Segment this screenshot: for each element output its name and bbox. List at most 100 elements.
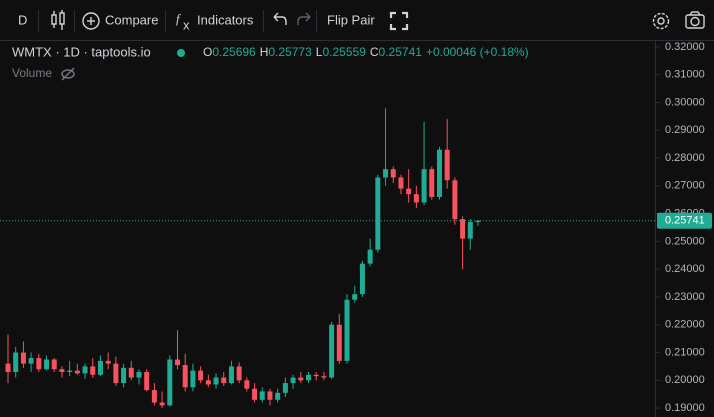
change-value: +0.00046 (+0.18%): [426, 45, 529, 59]
candle-body: [436, 149, 442, 197]
candle-body: [236, 366, 242, 381]
last-price-label: 0.25741: [665, 215, 705, 227]
candle-body: [367, 249, 373, 264]
candle-body: [421, 169, 427, 203]
candle-body: [13, 352, 19, 372]
candle-body: [259, 391, 265, 400]
candle-body: [305, 374, 311, 381]
ohlc-label: O: [203, 45, 212, 59]
candle-body: [167, 359, 173, 406]
candle-body: [151, 390, 157, 403]
undo-icon[interactable]: [273, 12, 287, 25]
candle-body: [375, 177, 381, 250]
ohlc-label: H: [260, 45, 269, 59]
indicators-icon[interactable]: f: [176, 11, 182, 26]
candle-body: [82, 366, 88, 374]
y-tick-label: 0.19000: [665, 402, 705, 414]
candle-body: [444, 149, 450, 181]
y-tick-label: 0.32000: [665, 41, 705, 53]
y-tick-label: 0.29000: [665, 124, 705, 136]
candle-body: [313, 374, 319, 377]
settings-icon[interactable]: [652, 12, 670, 30]
compare-icon[interactable]: [82, 12, 100, 30]
candle-body: [113, 363, 119, 384]
candle-body: [467, 221, 473, 239]
candle-body: [36, 358, 42, 370]
ohlc-label: L: [316, 45, 323, 59]
symbol-label: WMTX · 1D · taptools.io: [12, 44, 151, 59]
candle-body: [198, 370, 204, 381]
candle-body: [20, 352, 26, 364]
candle-body: [329, 324, 335, 378]
status-dot: [177, 49, 185, 57]
candle-body: [59, 369, 65, 372]
candle-body: [221, 377, 227, 384]
candle-body: [28, 358, 34, 364]
ohlc-label: C: [370, 45, 379, 59]
candle-body: [97, 360, 103, 375]
indicators-button[interactable]: Indicators: [197, 12, 254, 27]
chart-type-icon[interactable]: [51, 10, 65, 30]
y-tick-label: 0.22000: [665, 319, 705, 331]
candle-body: [383, 169, 389, 178]
y-tick-label: 0.23000: [665, 291, 705, 303]
y-tick-label: 0.31000: [665, 69, 705, 81]
ohlc-value: 0.25696: [212, 45, 256, 59]
candle-body: [275, 392, 281, 400]
redo-icon[interactable]: [297, 12, 311, 25]
candle-body: [44, 359, 50, 370]
flip-pair-button[interactable]: Flip Pair: [327, 12, 375, 27]
candle-body: [51, 359, 57, 370]
candle-body: [205, 380, 211, 385]
last-price-box: [657, 212, 712, 229]
candle-body: [452, 180, 458, 220]
candle-body: [321, 376, 327, 378]
candle-body: [5, 363, 11, 372]
y-tick-label: 0.20000: [665, 374, 705, 386]
candle-body: [267, 391, 273, 400]
candle-body: [475, 220, 481, 223]
candle-body: [67, 370, 73, 372]
candle-body: [398, 177, 404, 189]
candle-body: [74, 370, 80, 374]
ohlc-value: 0.25741: [379, 45, 423, 59]
y-tick-label: 0.30000: [665, 96, 705, 108]
indicators-icon[interactable]: x: [183, 17, 190, 32]
candle-body: [429, 169, 435, 197]
interval-button[interactable]: D: [18, 12, 27, 27]
candle-body: [128, 367, 134, 378]
candle-body: [344, 299, 350, 361]
ohlc-value: 0.25559: [322, 45, 366, 59]
screenshot-icon[interactable]: [685, 11, 705, 29]
compare-button[interactable]: Compare: [105, 12, 158, 27]
candle-body: [359, 263, 365, 295]
y-tick-label: 0.28000: [665, 152, 705, 164]
candle-body: [175, 359, 181, 366]
candle-body: [406, 188, 412, 195]
y-tick-label: 0.25000: [665, 235, 705, 247]
candle-body: [244, 380, 250, 389]
candle-body: [136, 371, 142, 378]
candle-body: [105, 360, 111, 364]
candle-body: [460, 219, 466, 239]
candle-body: [336, 324, 342, 361]
fullscreen-icon[interactable]: [389, 11, 409, 31]
volume-label: Volume: [12, 66, 52, 80]
candle-body: [413, 194, 419, 203]
candle-body: [390, 169, 396, 178]
candle-body: [121, 367, 127, 384]
ohlc-value: 0.25773: [268, 45, 312, 59]
candle-body: [213, 377, 219, 385]
hidden-icon[interactable]: [61, 67, 75, 81]
candle-body: [252, 388, 258, 400]
candle-body: [144, 371, 150, 391]
y-tick-label: 0.27000: [665, 180, 705, 192]
y-tick-label: 0.24000: [665, 263, 705, 275]
candle-body: [159, 402, 165, 406]
candle-body: [90, 366, 96, 375]
candle-body: [182, 365, 188, 388]
candle-body: [190, 370, 196, 388]
